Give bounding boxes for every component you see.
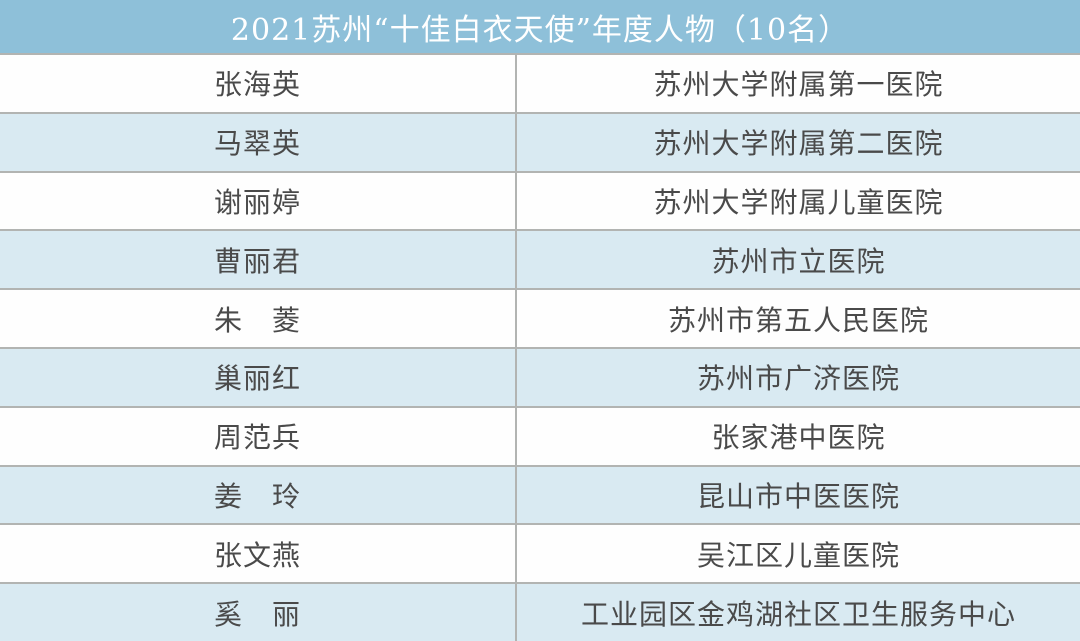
- hospital-cell: 苏州市第五人民医院: [667, 303, 929, 337]
- hospital-cell: 吴江区儿童医院: [696, 538, 900, 572]
- name-cell: 曹丽君: [0, 231, 517, 289]
- name-cell: 朱 菱: [0, 290, 517, 347]
- name-cell: 周范兵: [0, 407, 517, 465]
- table-row: 曹丽君 苏州市立医院: [0, 229, 1080, 289]
- table-row: 周范兵 张家港中医院: [0, 405, 1080, 465]
- table-row: 朱 菱 苏州市第五人民医院: [0, 288, 1080, 347]
- hospital-cell: 苏州大学附属第一医院: [653, 68, 944, 102]
- name-cell: 谢丽婷: [0, 172, 517, 230]
- name-cell: 奚 丽: [0, 584, 517, 641]
- name-cell: 张海英: [0, 55, 517, 112]
- table-title: 2021苏州“十佳白衣天使”年度人物（10名）: [0, 0, 1080, 53]
- table-row: 张海英 苏州大学附属第一医院: [0, 53, 1080, 112]
- table-row: 张文燕 吴江区儿童医院: [0, 523, 1080, 583]
- table-row: 巢丽红 苏州市广济医院: [0, 346, 1080, 406]
- hospital-cell: 苏州大学附属第二医院: [653, 127, 944, 161]
- name-cell: 马翠英: [0, 113, 517, 171]
- name-cell: 姜 玲: [0, 466, 517, 524]
- table-row: 姜 玲 昆山市中医医院: [0, 464, 1080, 524]
- hospital-cell: 苏州大学附属儿童医院: [653, 185, 944, 219]
- hospital-cell: 张家港中医院: [711, 421, 886, 455]
- hospital-cell: 苏州市广济医院: [696, 362, 900, 396]
- table-row: 奚 丽 工业园区金鸡湖社区卫生服务中心: [0, 582, 1080, 641]
- table-row: 谢丽婷 苏州大学附属儿童医院: [0, 170, 1080, 230]
- hospital-cell: 昆山市中医医院: [696, 479, 900, 513]
- name-cell: 巢丽红: [0, 348, 517, 406]
- table-row: 马翠英 苏州大学附属第二医院: [0, 111, 1080, 171]
- hospital-cell: 工业园区金鸡湖社区卫生服务中心: [580, 597, 1016, 631]
- hospital-cell: 苏州市立医院: [711, 244, 886, 278]
- name-cell: 张文燕: [0, 525, 517, 583]
